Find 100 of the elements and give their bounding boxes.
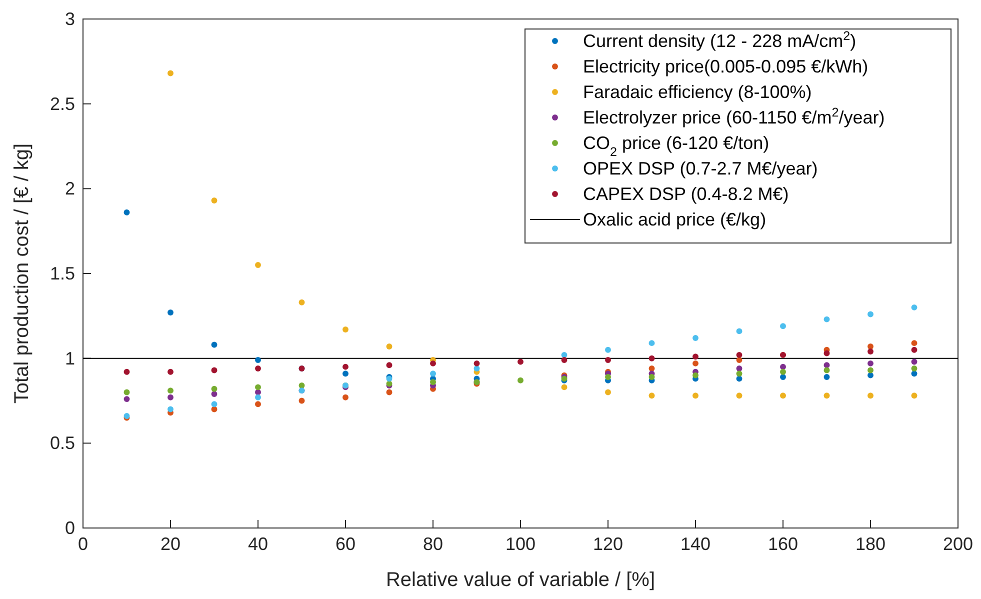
x-tick-label: 20: [160, 534, 181, 554]
point: [211, 198, 218, 204]
point: [692, 354, 698, 360]
point: [736, 352, 742, 358]
point: [736, 328, 742, 334]
point: [868, 372, 874, 378]
point: [911, 392, 918, 399]
x-tick-label: 40: [248, 534, 268, 554]
point: [780, 323, 786, 330]
point: [386, 362, 392, 368]
point: [386, 389, 392, 396]
point: [561, 384, 568, 390]
point: [868, 311, 874, 318]
y-tick-label: 1: [64, 348, 75, 368]
y-tick-label: 0.5: [50, 433, 75, 454]
point: [124, 368, 130, 375]
x-tick-label: 100: [505, 534, 536, 554]
x-tick-label: 60: [335, 534, 356, 554]
point: [692, 360, 698, 366]
point: [911, 340, 918, 346]
point: [168, 394, 174, 400]
point: [518, 377, 524, 384]
point: [342, 326, 348, 332]
point: [255, 401, 261, 408]
point: [911, 346, 918, 353]
point: [824, 362, 830, 368]
point: [430, 360, 436, 366]
point: [255, 384, 261, 390]
point: [648, 355, 655, 362]
legend-label: Current density (12 - 228 mA/cm$^{2}$): [583, 29, 856, 51]
point: [255, 366, 261, 372]
point: [342, 394, 348, 400]
point: [211, 401, 218, 408]
point: [868, 348, 874, 355]
point: [824, 392, 830, 399]
point: [648, 340, 655, 346]
x-tick-label: 140: [680, 534, 711, 554]
point: [736, 392, 742, 399]
point: [211, 386, 218, 392]
point: [648, 374, 655, 380]
point: [911, 366, 918, 372]
point: [255, 357, 261, 364]
point: [298, 398, 305, 404]
point: [780, 392, 786, 399]
y-tick-label: 2: [64, 178, 75, 199]
point: [824, 374, 830, 380]
point: [911, 358, 918, 365]
point: [780, 364, 786, 370]
point: [518, 358, 524, 365]
point: [168, 310, 174, 316]
point: [824, 367, 830, 374]
point: [211, 342, 218, 348]
point: [342, 364, 348, 370]
x-tick-label: 180: [855, 534, 886, 554]
point: [124, 389, 130, 396]
legend-label: OPEX DSP (0.7-2.7 M€/year): [583, 158, 818, 178]
point: [824, 350, 830, 356]
legend-label: CO$_{2}$ price (6-120 €/ton): [583, 133, 770, 159]
point: [386, 343, 392, 350]
point: [868, 392, 874, 399]
legend-label: Oxalic acid price (€/kg): [583, 210, 766, 230]
point: [911, 304, 918, 310]
point: [168, 70, 174, 76]
point: [255, 394, 261, 400]
point: [168, 388, 174, 394]
y-axis-title: Total production cost / [€ / kg]: [11, 143, 33, 404]
point: [561, 357, 568, 364]
legend-label: Faradaic efficiency (8-100%): [583, 82, 812, 102]
y-tick-label: 2.5: [50, 94, 75, 114]
point: [605, 346, 611, 353]
x-tick-label: 160: [768, 534, 798, 554]
point: [736, 370, 742, 377]
point: [342, 370, 348, 377]
point: [692, 334, 698, 341]
point: [430, 379, 436, 386]
point: [868, 343, 874, 350]
point: [868, 367, 874, 374]
y-tick-label: 3: [64, 9, 75, 29]
point: [824, 316, 830, 322]
point: [211, 367, 218, 374]
point: [168, 368, 174, 375]
point: [605, 357, 611, 364]
point: [605, 374, 611, 380]
legend-label: CAPEX DSP (0.4-8.2 M€): [583, 184, 789, 204]
x-axis-title: Relative value of variable / [%]: [386, 569, 656, 591]
point: [168, 406, 174, 412]
legend-label: Electrolyzer price (60-1150 €/m$^{2}$/year): [583, 106, 885, 128]
point: [430, 370, 436, 377]
point: [211, 406, 218, 412]
point: [255, 262, 261, 268]
point: [648, 392, 655, 399]
point: [124, 209, 130, 216]
point: [780, 374, 786, 380]
x-tick-label: 120: [592, 534, 624, 554]
x-tick-label: 200: [942, 534, 974, 554]
y-tick-label: 1.5: [50, 264, 75, 284]
x-tick-label: 0: [78, 534, 88, 554]
point: [298, 299, 305, 306]
point: [124, 396, 130, 402]
point: [868, 360, 874, 366]
